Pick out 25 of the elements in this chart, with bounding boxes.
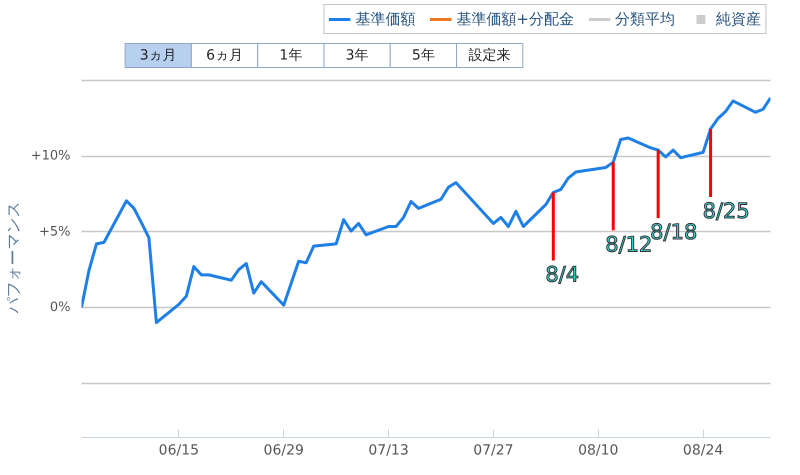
legend-label: 基準価額 (355, 10, 416, 28)
y-axis-title: パフォーマンス (4, 202, 23, 314)
y-tick-label: +5% (38, 224, 71, 240)
legend-label: 分類平均 (615, 10, 675, 28)
legend-label: 基準価額+分配金 (456, 10, 574, 28)
text: 設定来 (468, 48, 511, 64)
annotation: 8/25 (702, 198, 750, 223)
y-tick-label: +10% (30, 148, 71, 164)
x-tick-label: 06/29 (264, 442, 304, 458)
line-series (82, 96, 770, 324)
text: 5年 (412, 48, 435, 64)
text: 3年 (346, 48, 369, 64)
text: 3ヵ月 (140, 48, 177, 64)
legend-label: 純資産 (716, 10, 761, 28)
x-tick-label: 06/15 (158, 442, 200, 458)
annotation: 8/4 (545, 262, 580, 287)
x-tick-label: 07/13 (368, 442, 409, 458)
y-tick-label: 0% (50, 300, 70, 315)
annotation: 8/12 (605, 232, 652, 256)
x-tick-label: 07/27 (473, 442, 514, 458)
x-tick-label: 08/10 (578, 442, 618, 458)
annotation: 8/18 (650, 220, 698, 244)
text: 6ヵ月 (206, 48, 243, 64)
text: 1年 (279, 48, 302, 64)
x-tick-label: 08/24 (682, 442, 724, 458)
